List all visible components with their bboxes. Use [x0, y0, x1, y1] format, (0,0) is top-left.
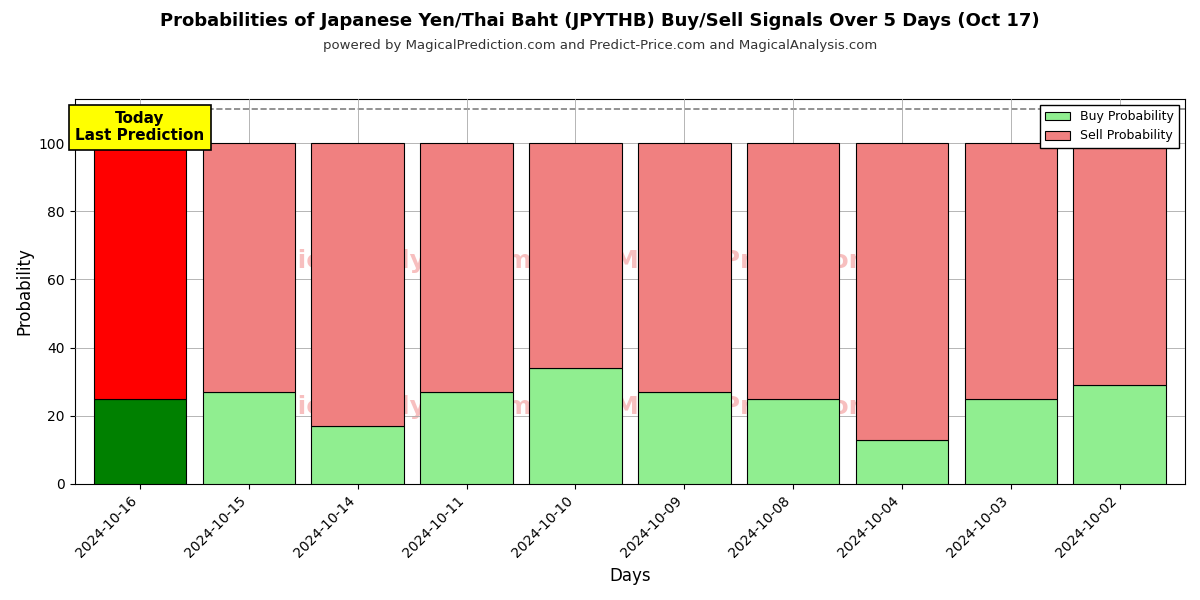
- Bar: [312, 426, 404, 484]
- Bar: [746, 398, 839, 484]
- Bar: [312, 143, 404, 426]
- Bar: [856, 143, 948, 440]
- Text: MagicalAnalysis.com: MagicalAnalysis.com: [239, 248, 533, 272]
- Bar: [94, 143, 186, 398]
- Bar: [856, 440, 948, 484]
- Text: Today
Last Prediction: Today Last Prediction: [76, 111, 204, 143]
- Text: MagicalPrediction.com: MagicalPrediction.com: [613, 395, 935, 419]
- Bar: [638, 143, 731, 392]
- Bar: [420, 392, 512, 484]
- Bar: [420, 143, 512, 392]
- Bar: [529, 368, 622, 484]
- Bar: [746, 143, 839, 398]
- Bar: [965, 143, 1057, 398]
- Text: MagicalPrediction.com: MagicalPrediction.com: [613, 248, 935, 272]
- Bar: [203, 392, 295, 484]
- Bar: [203, 143, 295, 392]
- Text: powered by MagicalPrediction.com and Predict-Price.com and MagicalAnalysis.com: powered by MagicalPrediction.com and Pre…: [323, 38, 877, 52]
- X-axis label: Days: Days: [610, 567, 650, 585]
- Y-axis label: Probability: Probability: [16, 247, 34, 335]
- Text: MagicalAnalysis.com: MagicalAnalysis.com: [239, 395, 533, 419]
- Bar: [638, 392, 731, 484]
- Bar: [1074, 143, 1166, 385]
- Text: Probabilities of Japanese Yen/Thai Baht (JPYTHB) Buy/Sell Signals Over 5 Days (O: Probabilities of Japanese Yen/Thai Baht …: [160, 12, 1040, 30]
- Bar: [1074, 385, 1166, 484]
- Bar: [965, 398, 1057, 484]
- Legend: Buy Probability, Sell Probability: Buy Probability, Sell Probability: [1040, 105, 1178, 148]
- Bar: [529, 143, 622, 368]
- Bar: [94, 398, 186, 484]
